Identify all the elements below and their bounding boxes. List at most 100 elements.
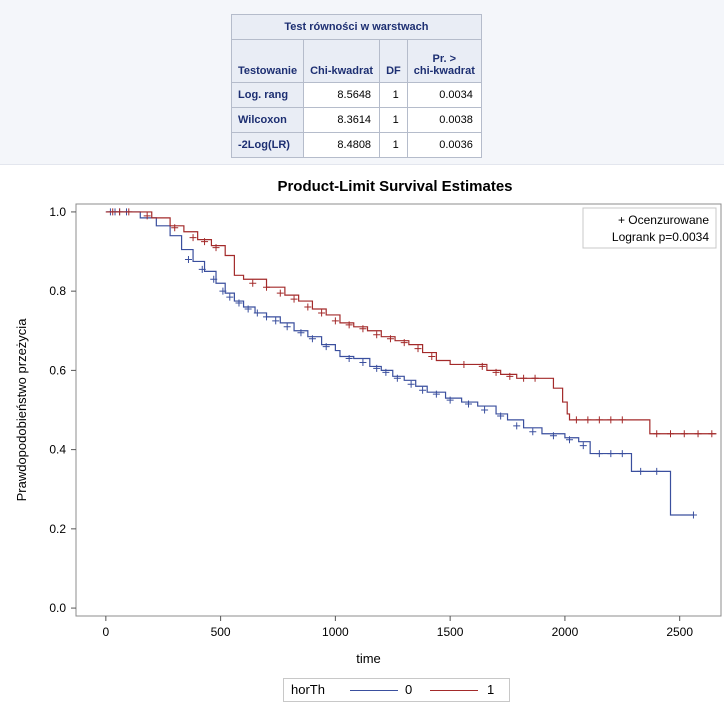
censored-mark-0 <box>253 309 261 317</box>
chart-title: Product-Limit Survival Estimates <box>277 178 513 195</box>
df-cell: 1 <box>379 82 408 108</box>
censored-mark-0 <box>373 364 381 372</box>
censored-mark-0 <box>198 265 206 273</box>
censored-mark-0 <box>529 428 537 436</box>
censored-mark-1 <box>212 244 220 252</box>
censored-mark-0 <box>322 343 330 351</box>
censored-mark-1 <box>109 208 117 216</box>
p-cell: 0.0036 <box>406 132 482 158</box>
censored-mark-1 <box>428 353 436 361</box>
x-tick-label: 1000 <box>322 625 349 639</box>
censored-mark-0 <box>653 467 661 475</box>
chisq-cell: 8.3614 <box>303 107 381 133</box>
stratum-equality-test-table: Test równości w warstwach Testowanie Chi… <box>230 14 482 158</box>
x-axis-label: time <box>356 651 381 666</box>
x-tick-label: 0 <box>102 625 109 639</box>
y-tick-label: 0.6 <box>49 363 66 377</box>
censored-mark-1 <box>584 416 592 424</box>
censored-mark-0 <box>382 368 390 376</box>
y-tick-label: 0.2 <box>49 522 66 536</box>
x-tick-label: 1500 <box>437 625 464 639</box>
row-label: -2Log(LR) <box>230 132 305 158</box>
censored-mark-0 <box>566 436 574 444</box>
censored-mark-0 <box>637 467 645 475</box>
chisq-cell: 8.4808 <box>303 132 381 158</box>
censored-mark-1 <box>318 309 326 317</box>
censored-mark-1 <box>201 238 209 246</box>
censored-mark-0 <box>244 305 252 313</box>
censored-mark-0 <box>513 422 521 430</box>
censored-mark-0 <box>497 412 505 420</box>
censored-mark-1 <box>531 374 539 382</box>
censored-mark-1 <box>249 279 257 287</box>
logrank-note: Logrank p=0.0034 <box>612 230 709 244</box>
censored-mark-0 <box>689 511 697 519</box>
censored-mark-1 <box>460 360 468 368</box>
censored-mark-1 <box>143 212 151 220</box>
censored-mark-1 <box>667 430 675 438</box>
table-row: Wilcoxon 8.3614 1 0.0038 <box>230 107 482 133</box>
survival-curve-0 <box>105 211 694 516</box>
censored-mark-1 <box>290 295 298 303</box>
censored-mark-0 <box>345 355 353 362</box>
table-caption: Test równości w warstwach <box>231 14 482 40</box>
censored-mark-0 <box>549 432 557 440</box>
censored-mark-1 <box>414 345 422 353</box>
censored-mark-1 <box>680 430 688 438</box>
censored-mark-1 <box>171 224 179 232</box>
col-header-p: Pr. > chi-kwadrat <box>406 39 482 83</box>
col-header-p-line1: Pr. > <box>432 53 457 65</box>
row-label: Wilcoxon <box>230 107 305 133</box>
y-tick-label: 0.8 <box>49 284 66 298</box>
x-tick-label: 2500 <box>666 625 693 639</box>
y-tick-label: 0.0 <box>49 601 66 615</box>
legend-title: horTh <box>291 682 325 697</box>
censored-mark-0 <box>419 386 427 394</box>
col-header-df: DF <box>379 39 408 83</box>
censored-mark-0 <box>308 335 316 343</box>
censored-mark-1 <box>572 416 580 424</box>
censored-mark-0 <box>595 450 603 458</box>
censored-mark-1 <box>359 325 367 333</box>
censored-mark-0 <box>272 317 280 325</box>
censored-mark-0 <box>219 287 227 295</box>
censored-mark-0 <box>465 400 473 408</box>
df-cell: 1 <box>379 132 408 158</box>
y-tick-label: 1.0 <box>49 205 66 219</box>
censored-mark-1 <box>618 416 626 424</box>
legend-label-0: 0 <box>405 682 413 697</box>
row-label: Log. rang <box>230 82 305 108</box>
censored-mark-1 <box>708 430 716 438</box>
p-cell: 0.0038 <box>406 107 482 133</box>
col-header-chisq: Chi-kwadrat <box>303 39 381 83</box>
censored-mark-1 <box>607 416 615 424</box>
censored-mark-0 <box>359 358 367 366</box>
censored-mark-1 <box>478 362 486 370</box>
censored-mark-0 <box>407 380 415 388</box>
censored-mark-1 <box>653 430 661 438</box>
censored-mark-1 <box>492 368 500 376</box>
y-tick-label: 0.4 <box>49 443 66 457</box>
censored-mark-0 <box>210 275 218 283</box>
censored-mark-1 <box>276 289 284 297</box>
censored-mark-0 <box>579 442 587 450</box>
legend-line-0 <box>350 690 398 691</box>
y-axis-label: Prawdopodobieństwo przeżycia <box>14 318 29 502</box>
legend-label-1: 1 <box>487 682 495 697</box>
censored-mark-1 <box>345 321 353 329</box>
inset-legend-box <box>582 207 717 249</box>
p-cell: 0.0034 <box>406 82 482 108</box>
x-tick-label: 2000 <box>552 625 579 639</box>
censored-mark-0 <box>393 374 401 382</box>
censored-mark-0 <box>184 255 192 263</box>
censored-mark-1 <box>506 372 514 380</box>
x-tick-label: 500 <box>211 625 231 639</box>
censored-mark-1 <box>400 339 408 347</box>
table-row: Log. rang 8.5648 1 0.0034 <box>230 82 482 108</box>
censored-mark-1 <box>125 208 133 216</box>
censored-mark-0 <box>226 293 234 301</box>
table-row: -2Log(LR) 8.4808 1 0.0036 <box>230 132 482 158</box>
censored-mark-1 <box>520 374 528 382</box>
censored-mark-1 <box>116 208 124 216</box>
survival-plot: 0.0 0.2 0.4 0.6 0.8 1.0 0 500 1000 1500 2000 2500 ti… <box>14 203 722 666</box>
